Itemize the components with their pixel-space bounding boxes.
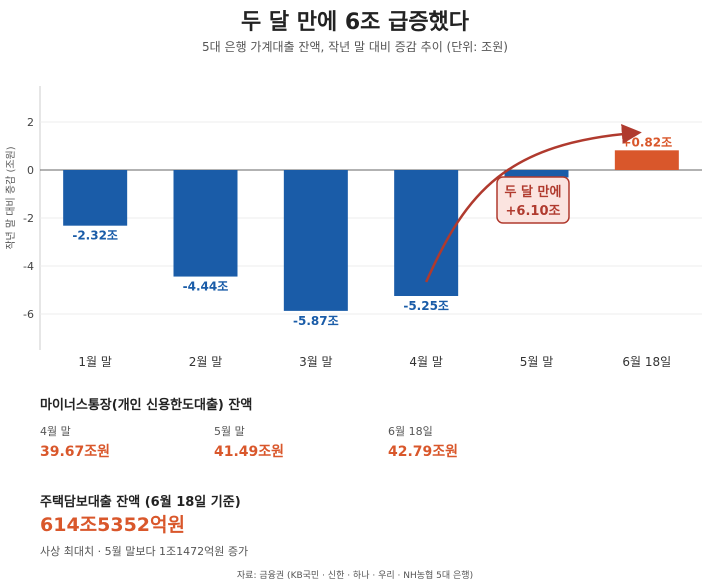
- minus-account-label-jun: 6월 18일: [388, 425, 433, 438]
- bar: [63, 170, 128, 226]
- data-label: -4.44조: [183, 280, 229, 294]
- annotation-text-line2: +6.10조: [506, 204, 561, 219]
- data-label: -2.32조: [72, 229, 118, 243]
- data-label: -5.25조: [403, 299, 449, 313]
- minus-account-label-apr: 4월 말: [40, 425, 71, 438]
- y-tick-label: -2: [23, 212, 34, 225]
- x-tick-label: 3월 말: [299, 355, 333, 369]
- bar: [394, 170, 459, 296]
- y-tick-label: -6: [23, 308, 34, 321]
- bar: [614, 150, 679, 170]
- bar: [283, 170, 348, 311]
- x-tick-label: 5월 말: [520, 355, 554, 369]
- minus-account-value-jun: 42.79조원: [388, 444, 459, 460]
- x-tick-label: 2월 말: [189, 355, 223, 369]
- mortgage-title: 주택담보대출 잔액 (6월 18일 기준): [40, 495, 241, 510]
- page-title: 두 달 만에 6조 급증했다: [240, 10, 470, 35]
- source-note: 자료: 금융권 (KB국민 · 신한 · 하나 · 우리 · NH농협 5대 은…: [236, 571, 474, 581]
- minus-account-value-may: 41.49조원: [214, 444, 285, 460]
- y-tick-label: -4: [23, 260, 34, 273]
- annotation-text-line1: 두 달 만에: [505, 184, 562, 200]
- page-subtitle: 5대 은행 가계대출 잔액, 작년 말 대비 증감 추이 (단위: 조원): [202, 40, 508, 54]
- minus-account-label-may: 5월 말: [214, 425, 245, 438]
- data-label: +0.82조: [621, 135, 672, 149]
- bar-chart: 2 0 -2 -4 -6 작년 말 대비 증감 (조원) -2.32조 1월 말 -4.44조 2…: [5, 86, 702, 369]
- annotation-box: [496, 176, 570, 224]
- mortgage-value: 614조5352억원: [40, 514, 185, 536]
- x-tick-label: 1월 말: [78, 355, 112, 369]
- minus-account-value-apr: 39.67조원: [40, 444, 111, 460]
- x-tick-label: 6월 18일: [622, 355, 671, 369]
- minus-account-title: 마이너스통장(개인 신용한도대출) 잔액: [40, 398, 253, 413]
- data-label: -5.87조: [293, 314, 339, 328]
- bar: [504, 170, 569, 178]
- x-tick-label: 4월 말: [409, 355, 443, 369]
- y-tick-label: 0: [27, 164, 34, 177]
- y-axis-label: 작년 말 대비 증감 (조원): [5, 146, 17, 249]
- bar: [173, 170, 238, 277]
- mortgage-note: 사상 최대치 · 5월 말보다 1조1472억원 증가: [40, 545, 249, 558]
- y-tick-label: 2: [27, 116, 34, 129]
- annotation-arrow: [425, 123, 642, 283]
